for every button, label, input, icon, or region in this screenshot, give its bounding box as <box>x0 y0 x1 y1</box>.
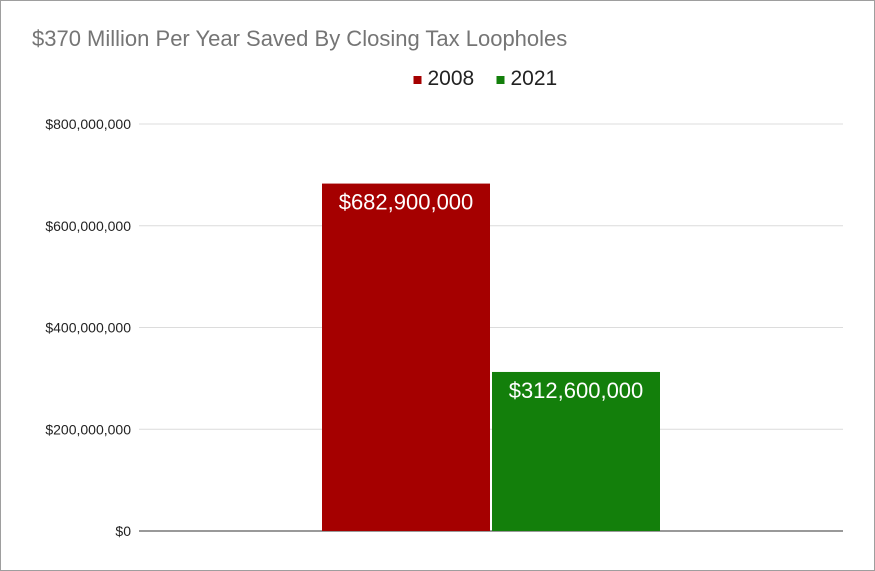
y-tick-label: $600,000,000 <box>45 218 131 234</box>
legend-swatch-2021 <box>496 76 505 84</box>
bar-2008 <box>322 183 490 531</box>
y-tick-label: $400,000,000 <box>45 320 131 336</box>
data-label-2008: $682,900,000 <box>339 190 474 215</box>
legend-label-2021: 2021 <box>511 67 558 90</box>
chart-title: $370 Million Per Year Saved By Closing T… <box>32 26 568 51</box>
legend-swatch-2008 <box>413 76 422 84</box>
bar-2021 <box>492 371 660 531</box>
legend-label-2008: 2008 <box>428 67 475 90</box>
y-tick-label: $0 <box>115 523 131 539</box>
y-tick-label: $800,000,000 <box>45 116 131 132</box>
data-label-2021: $312,600,000 <box>509 378 644 403</box>
y-tick-label: $200,000,000 <box>45 421 131 437</box>
